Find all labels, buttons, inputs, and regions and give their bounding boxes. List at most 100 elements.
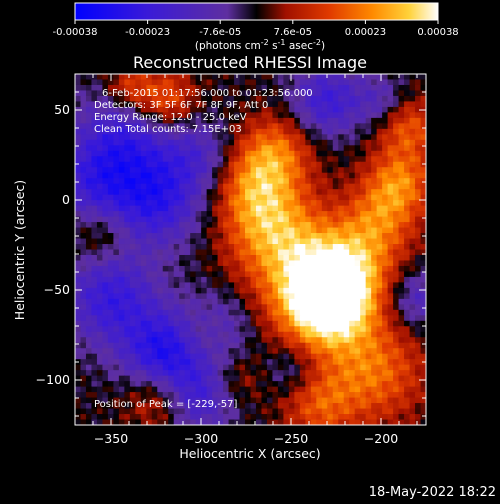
heatmap-cell xyxy=(382,320,389,327)
heatmap-cell xyxy=(151,397,158,404)
heatmap-cell xyxy=(80,161,87,168)
heatmap-cell xyxy=(140,74,147,81)
heatmap-cell xyxy=(409,265,416,273)
heatmap-cell xyxy=(135,392,142,399)
heatmap-cell xyxy=(360,315,367,322)
heatmap-cell xyxy=(146,172,153,179)
heatmap-cell xyxy=(365,189,372,196)
heatmap-cell xyxy=(376,106,383,113)
heatmap-cell xyxy=(393,304,400,311)
heatmap-cell xyxy=(102,342,109,349)
heatmap-cell xyxy=(404,172,411,179)
heatmap-cell xyxy=(91,205,98,212)
heatmap-cell xyxy=(190,189,197,196)
heatmap-cell xyxy=(294,375,301,382)
heatmap-cell xyxy=(151,101,158,108)
heatmap-cell xyxy=(327,254,334,262)
heatmap-cell xyxy=(201,353,208,360)
heatmap-cell xyxy=(151,348,158,355)
heatmap-cell xyxy=(316,375,323,382)
heatmap-cell xyxy=(75,298,82,305)
heatmap-cell xyxy=(404,84,411,92)
heatmap-cell xyxy=(146,282,153,289)
heatmap-cell xyxy=(327,101,334,108)
heatmap-cell xyxy=(338,74,345,81)
heatmap-cell xyxy=(135,315,142,322)
heatmap-cell xyxy=(124,315,131,322)
heatmap-cell xyxy=(91,90,98,97)
heatmap-cell xyxy=(288,342,295,349)
heatmap-cell xyxy=(245,123,252,130)
heatmap-cell xyxy=(409,167,416,174)
heatmap-cell xyxy=(283,178,290,185)
heatmap-cell xyxy=(80,238,87,245)
heatmap-cell xyxy=(371,79,378,86)
heatmap-cell xyxy=(321,408,328,415)
heatmap-cell xyxy=(223,348,230,355)
heatmap-cell xyxy=(277,227,284,234)
heatmap-cell xyxy=(124,227,131,234)
heatmap-cell xyxy=(113,178,120,185)
heatmap-cell xyxy=(398,364,405,371)
heatmap-cell xyxy=(80,254,87,262)
heatmap-cell xyxy=(316,293,323,300)
heatmap-cell xyxy=(365,375,372,382)
heatmap-cell xyxy=(190,276,197,283)
heatmap-cell xyxy=(288,106,295,113)
heatmap-cell xyxy=(365,348,372,355)
heatmap-cell xyxy=(162,139,169,146)
heatmap-cell xyxy=(261,414,268,421)
heatmap-cell xyxy=(305,178,312,185)
heatmap-cell xyxy=(135,123,142,130)
heatmap-cell xyxy=(277,348,284,355)
heatmap-cell xyxy=(382,287,389,294)
heatmap-cell xyxy=(102,106,109,113)
heatmap-cell xyxy=(162,386,169,393)
heatmap-cell xyxy=(387,375,394,382)
heatmap-cell xyxy=(343,315,350,322)
heatmap-cell xyxy=(75,84,82,92)
heatmap-cell xyxy=(382,392,389,399)
heatmap-cell xyxy=(85,112,93,119)
heatmap-cell xyxy=(91,414,98,421)
heatmap-cell xyxy=(277,238,284,245)
heatmap-cell xyxy=(75,293,82,300)
colorbar-tick-label: -0.00023 xyxy=(125,27,170,38)
heatmap-cell xyxy=(393,167,400,174)
heatmap-cell xyxy=(85,353,93,360)
heatmap-cell xyxy=(206,90,213,97)
heatmap-cell xyxy=(201,172,208,179)
heatmap-cell xyxy=(261,95,268,103)
heatmap-cell xyxy=(184,123,191,130)
heatmap-cell xyxy=(250,348,257,355)
heatmap-cell xyxy=(299,342,306,349)
heatmap-cell xyxy=(250,304,257,311)
heatmap-cell xyxy=(184,282,191,289)
heatmap-cell xyxy=(365,381,372,388)
heatmap-cell xyxy=(316,342,323,349)
heatmap-cell xyxy=(129,161,136,168)
heatmap-cell xyxy=(184,189,191,196)
heatmap-cell xyxy=(80,276,87,283)
heatmap-cell xyxy=(129,304,136,311)
heatmap-cell xyxy=(294,386,301,393)
heatmap-cell xyxy=(118,216,125,223)
heatmap-cell xyxy=(118,79,125,86)
heatmap-cell xyxy=(382,265,389,273)
heatmap-cell xyxy=(277,178,284,185)
heatmap-cell xyxy=(80,408,87,415)
heatmap-cell xyxy=(245,249,252,256)
heatmap-cell xyxy=(277,375,284,382)
heatmap-cell xyxy=(75,167,82,174)
heatmap-cell xyxy=(360,359,367,366)
heatmap-cell xyxy=(387,254,394,262)
heatmap-cell xyxy=(393,183,400,190)
heatmap-cell xyxy=(179,101,186,108)
heatmap-cell xyxy=(217,326,224,333)
heatmap-cell xyxy=(239,112,246,119)
heatmap-cell xyxy=(266,353,274,360)
heatmap-cell xyxy=(85,348,93,355)
heatmap-cell xyxy=(179,205,186,212)
heatmap-cell xyxy=(75,74,82,81)
